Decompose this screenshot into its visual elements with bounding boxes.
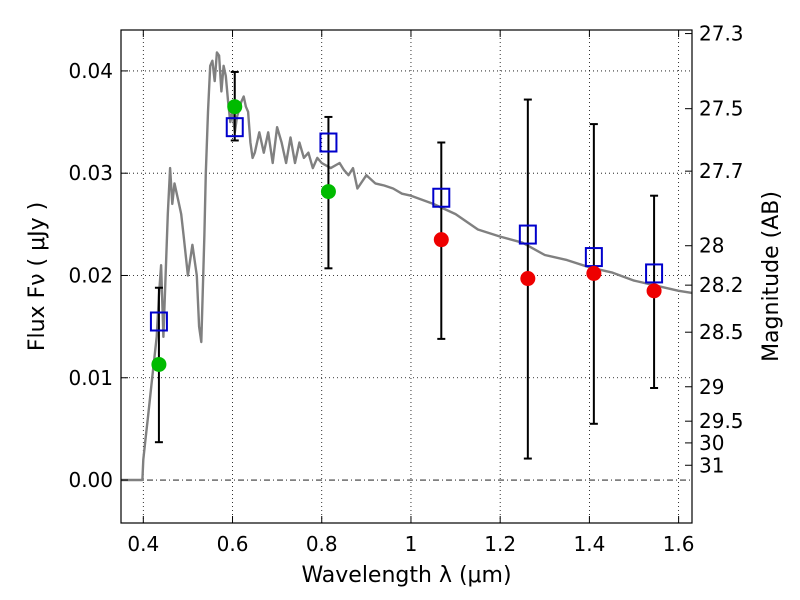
x-tick-label: 1.6 <box>663 532 695 556</box>
x-tick-label: 0.8 <box>306 532 338 556</box>
grid <box>121 30 692 523</box>
labels: 0.4 0.6 0.8 1 1.2 1.4 1.6 0.00 0.01 0.02 0.03 0.04 2… <box>25 22 784 588</box>
y-tick-label: 0.03 <box>68 161 113 185</box>
x-tick-label: 0.4 <box>127 532 159 556</box>
red-flux-point <box>586 265 602 281</box>
y2-tick-label: 27.7 <box>699 159 744 183</box>
plot-area <box>121 51 693 482</box>
y2-tick-label: 27.3 <box>699 22 744 46</box>
red-flux-point <box>433 232 449 248</box>
y2-tick-label: 31 <box>699 453 724 477</box>
model-square-point <box>645 263 664 284</box>
y2-tick-label: 28.5 <box>699 320 744 344</box>
x-tick-label: 1.4 <box>573 532 605 556</box>
model-square-point <box>518 224 537 245</box>
y-tick-label: 0.01 <box>68 366 113 390</box>
y2-tick-label: 30 <box>699 431 724 455</box>
model-square-point <box>432 187 451 208</box>
spectrum-line <box>121 51 693 482</box>
y-tick-label: 0.02 <box>68 263 113 287</box>
model-square-point <box>225 117 244 138</box>
green-flux-point <box>320 184 336 200</box>
y2-tick-label: 29.5 <box>699 409 744 433</box>
axes <box>120 29 693 524</box>
y2-tick-label: 27.5 <box>699 97 744 121</box>
x-axis-label: Wavelength λ (μm) <box>301 563 511 588</box>
axes-frame <box>120 29 693 524</box>
y2-tick-label: 28 <box>699 234 724 258</box>
green-flux-point <box>151 356 167 372</box>
y-tick-label: 0.00 <box>68 468 113 492</box>
model-square-point <box>319 132 338 153</box>
x-tick-label: 1.2 <box>484 532 516 556</box>
x-tick-label: 0.6 <box>217 532 249 556</box>
y-tick-label: 0.04 <box>68 59 113 83</box>
model-square-point <box>149 311 168 332</box>
y2-tick-label: 29 <box>699 375 724 399</box>
green-flux-point <box>227 99 243 115</box>
y-axis-label: Flux Fν ( μJy ) <box>25 202 50 351</box>
red-flux-point <box>646 283 662 299</box>
y2-tick-label: 28.2 <box>699 273 744 297</box>
red-flux-point <box>520 271 536 287</box>
x-tick-label: 1 <box>405 532 418 556</box>
y2-axis-label: Magnitude (AB) <box>759 191 784 362</box>
